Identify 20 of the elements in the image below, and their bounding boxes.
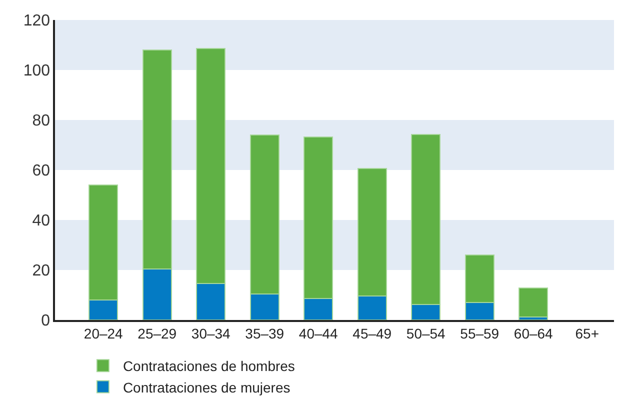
y-tick-label: 100 — [23, 62, 50, 80]
y-tick-label: 120 — [23, 12, 50, 30]
x-tick-label: 30–34 — [191, 326, 231, 342]
x-tick-label: 50–54 — [406, 326, 446, 342]
x-tick-label: 35–39 — [245, 326, 284, 342]
y-tick-label: 0 — [41, 312, 50, 330]
x-tick-label: 40–44 — [298, 326, 338, 342]
x-tick-label: 65+ — [575, 326, 600, 342]
y-tick-label: 40 — [32, 212, 50, 230]
bar — [518, 287, 548, 318]
x-tick-label: 45–49 — [352, 326, 392, 342]
y-tick-label: 20 — [32, 262, 50, 280]
x-tick-label: 20–24 — [84, 326, 124, 342]
x-tick-label: 55–59 — [460, 326, 500, 342]
x-tick-label: 25–29 — [138, 326, 177, 342]
x-tick-label: 60–64 — [514, 326, 554, 342]
y-tick-label: 80 — [32, 112, 50, 130]
legend-label: Contrataciones de hombres — [122, 358, 295, 374]
y-tick-label: 60 — [32, 162, 50, 180]
legend-label: Contrataciones de mujeres — [122, 379, 290, 396]
